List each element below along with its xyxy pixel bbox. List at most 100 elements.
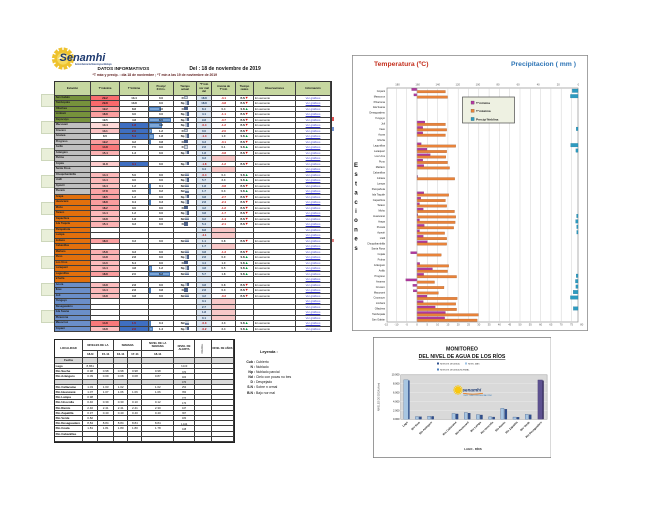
svg-text:T°máxima: T°máxima bbox=[476, 109, 491, 113]
svg-text:Los Uros: Los Uros bbox=[375, 154, 386, 158]
svg-text:Yunguyo: Yunguyo bbox=[375, 116, 386, 120]
svg-text:0.000: 0.000 bbox=[393, 417, 400, 421]
svg-text:60: 60 bbox=[539, 323, 542, 327]
svg-text:10.000: 10.000 bbox=[391, 373, 399, 377]
svg-text:2.000: 2.000 bbox=[393, 408, 400, 412]
svg-text:NIVELES DE AGUA NORMAL: NIVELES DE AGUA NORMAL bbox=[440, 369, 470, 372]
svg-text:Cabanillas: Cabanillas bbox=[373, 171, 386, 175]
svg-text:75: 75 bbox=[570, 323, 573, 327]
svg-text:Capachica: Capachica bbox=[373, 198, 386, 202]
svg-text:Isla Suana: Isla Suana bbox=[373, 105, 386, 109]
svg-text:Puno: Puno bbox=[379, 160, 386, 164]
svg-text:Azángaro: Azángaro bbox=[374, 263, 386, 267]
svg-text:Ichuña: Ichuña bbox=[377, 138, 385, 142]
svg-text:Llalli: Llalli bbox=[380, 236, 386, 240]
svg-text:Senamhi: Senamhi bbox=[60, 52, 107, 64]
svg-text:30: 30 bbox=[477, 323, 480, 327]
svg-text:Precipitacion ( mm ): Precipitacion ( mm ) bbox=[511, 61, 576, 68]
svg-text:NIVELES DE AGUA: NIVELES DE AGUA bbox=[440, 363, 460, 366]
svg-text:s: s bbox=[354, 172, 358, 178]
svg-text:60: 60 bbox=[517, 83, 520, 87]
svg-text:6.000: 6.000 bbox=[393, 391, 400, 395]
svg-text:Crucero: Crucero bbox=[376, 285, 386, 289]
svg-text:senamhi: senamhi bbox=[462, 388, 481, 393]
svg-text:45: 45 bbox=[508, 323, 511, 327]
svg-text:Río Ilave: Río Ilave bbox=[410, 420, 421, 431]
svg-text:Servicio Nacional de Meteorolo: Servicio Nacional de Meteorología e Hidr… bbox=[75, 62, 112, 66]
svg-text:Desaguadero: Desaguadero bbox=[369, 111, 385, 115]
svg-text:Pucará: Pucará bbox=[377, 225, 386, 229]
svg-text:s: s bbox=[354, 246, 358, 252]
svg-text:Acora: Acora bbox=[378, 132, 385, 136]
svg-text:55: 55 bbox=[529, 323, 532, 327]
svg-text:PERÚ · DIRECCIÓN REGIONAL PU: PERÚ · DIRECCIÓN REGIONAL PUNO bbox=[463, 394, 492, 397]
svg-text:8.000: 8.000 bbox=[393, 382, 400, 386]
svg-text:Taraco: Taraco bbox=[377, 203, 385, 207]
svg-text:160: 160 bbox=[415, 83, 420, 87]
svg-text:15: 15 bbox=[446, 323, 449, 327]
svg-text:a: a bbox=[354, 191, 358, 197]
svg-text:40: 40 bbox=[498, 323, 501, 327]
svg-text:Asillo: Asillo bbox=[379, 269, 386, 273]
svg-text:Ananea: Ananea bbox=[376, 279, 386, 283]
svg-text:Limbani: Limbani bbox=[376, 301, 386, 305]
svg-text:65: 65 bbox=[549, 323, 552, 327]
svg-text:80: 80 bbox=[580, 323, 583, 327]
svg-text:Progreso: Progreso bbox=[374, 274, 385, 278]
svg-text:70: 70 bbox=[560, 323, 563, 327]
svg-text:Pizacoma: Pizacoma bbox=[374, 100, 386, 104]
svg-text:35: 35 bbox=[488, 323, 491, 327]
svg-text:Copani: Copani bbox=[377, 89, 386, 93]
svg-text:-10: -10 bbox=[394, 323, 398, 327]
svg-text:o: o bbox=[354, 218, 358, 224]
svg-text:20: 20 bbox=[557, 83, 560, 87]
svg-text:Moho: Moho bbox=[379, 209, 386, 213]
svg-text:E: E bbox=[354, 163, 358, 169]
svg-text:Lampa: Lampa bbox=[377, 181, 385, 185]
svg-text:-5: -5 bbox=[406, 323, 409, 327]
svg-text:i: i bbox=[355, 209, 357, 215]
svg-text:80: 80 bbox=[497, 83, 500, 87]
svg-text:50: 50 bbox=[519, 323, 522, 327]
svg-text:-15: -15 bbox=[384, 323, 388, 327]
svg-text:Ayaviri: Ayaviri bbox=[377, 230, 385, 234]
svg-text:Macusani: Macusani bbox=[374, 290, 386, 294]
svg-text:Chuquibambilla: Chuquibambilla bbox=[367, 241, 385, 245]
svg-text:Juliaca: Juliaca bbox=[377, 176, 386, 180]
svg-text:e: e bbox=[354, 237, 358, 243]
svg-text:Masocruz: Masocruz bbox=[374, 94, 386, 98]
svg-text:100: 100 bbox=[476, 83, 481, 87]
svg-text:NIVEL MÁX: NIVEL MÁX bbox=[468, 363, 480, 366]
svg-text:MONITOREO: MONITOREO bbox=[446, 347, 478, 353]
svg-text:Pampahuta: Pampahuta bbox=[372, 187, 386, 191]
svg-text:NIVELES DE ESCALA (m): NIVELES DE ESCALA (m) bbox=[377, 383, 380, 412]
svg-text:Huancané: Huancané bbox=[373, 214, 385, 218]
svg-text:4.000: 4.000 bbox=[393, 399, 400, 403]
svg-text:Mañazo: Mañazo bbox=[376, 165, 386, 169]
svg-text:20: 20 bbox=[457, 323, 460, 327]
svg-text:Río Verde: Río Verde bbox=[519, 420, 531, 432]
svg-text:Tambopata: Tambopata bbox=[372, 312, 385, 316]
svg-text:Cojata: Cojata bbox=[378, 252, 386, 256]
svg-text:Lago: Lago bbox=[401, 420, 409, 428]
svg-text:n: n bbox=[354, 227, 358, 233]
svg-text:Putina: Putina bbox=[378, 258, 386, 262]
svg-text:40: 40 bbox=[537, 83, 540, 87]
svg-text:San Gabán: San Gabán bbox=[372, 317, 386, 321]
svg-text:Temperatura (ºC): Temperatura (ºC) bbox=[374, 61, 428, 68]
svg-text:Santa Rosa: Santa Rosa bbox=[371, 247, 385, 251]
svg-text:Arapa: Arapa bbox=[378, 220, 385, 224]
svg-text:Laraqueri: Laraqueri bbox=[374, 149, 385, 153]
svg-text:Precip/ Neblina: Precip/ Neblina bbox=[476, 117, 499, 121]
svg-text:Lagunillas: Lagunillas bbox=[373, 143, 385, 147]
svg-text:180: 180 bbox=[395, 83, 400, 87]
svg-text:c: c bbox=[354, 200, 358, 206]
svg-text:25: 25 bbox=[467, 323, 470, 327]
svg-text:t: t bbox=[355, 181, 357, 187]
svg-text:0: 0 bbox=[578, 83, 580, 87]
svg-text:Ollachea: Ollachea bbox=[375, 307, 386, 311]
svg-text:T°mínima: T°mínima bbox=[476, 101, 490, 105]
svg-text:0: 0 bbox=[416, 323, 418, 327]
svg-text:LAGO - RÍOS: LAGO - RÍOS bbox=[464, 446, 482, 451]
svg-text:Juli: Juli bbox=[381, 122, 385, 126]
